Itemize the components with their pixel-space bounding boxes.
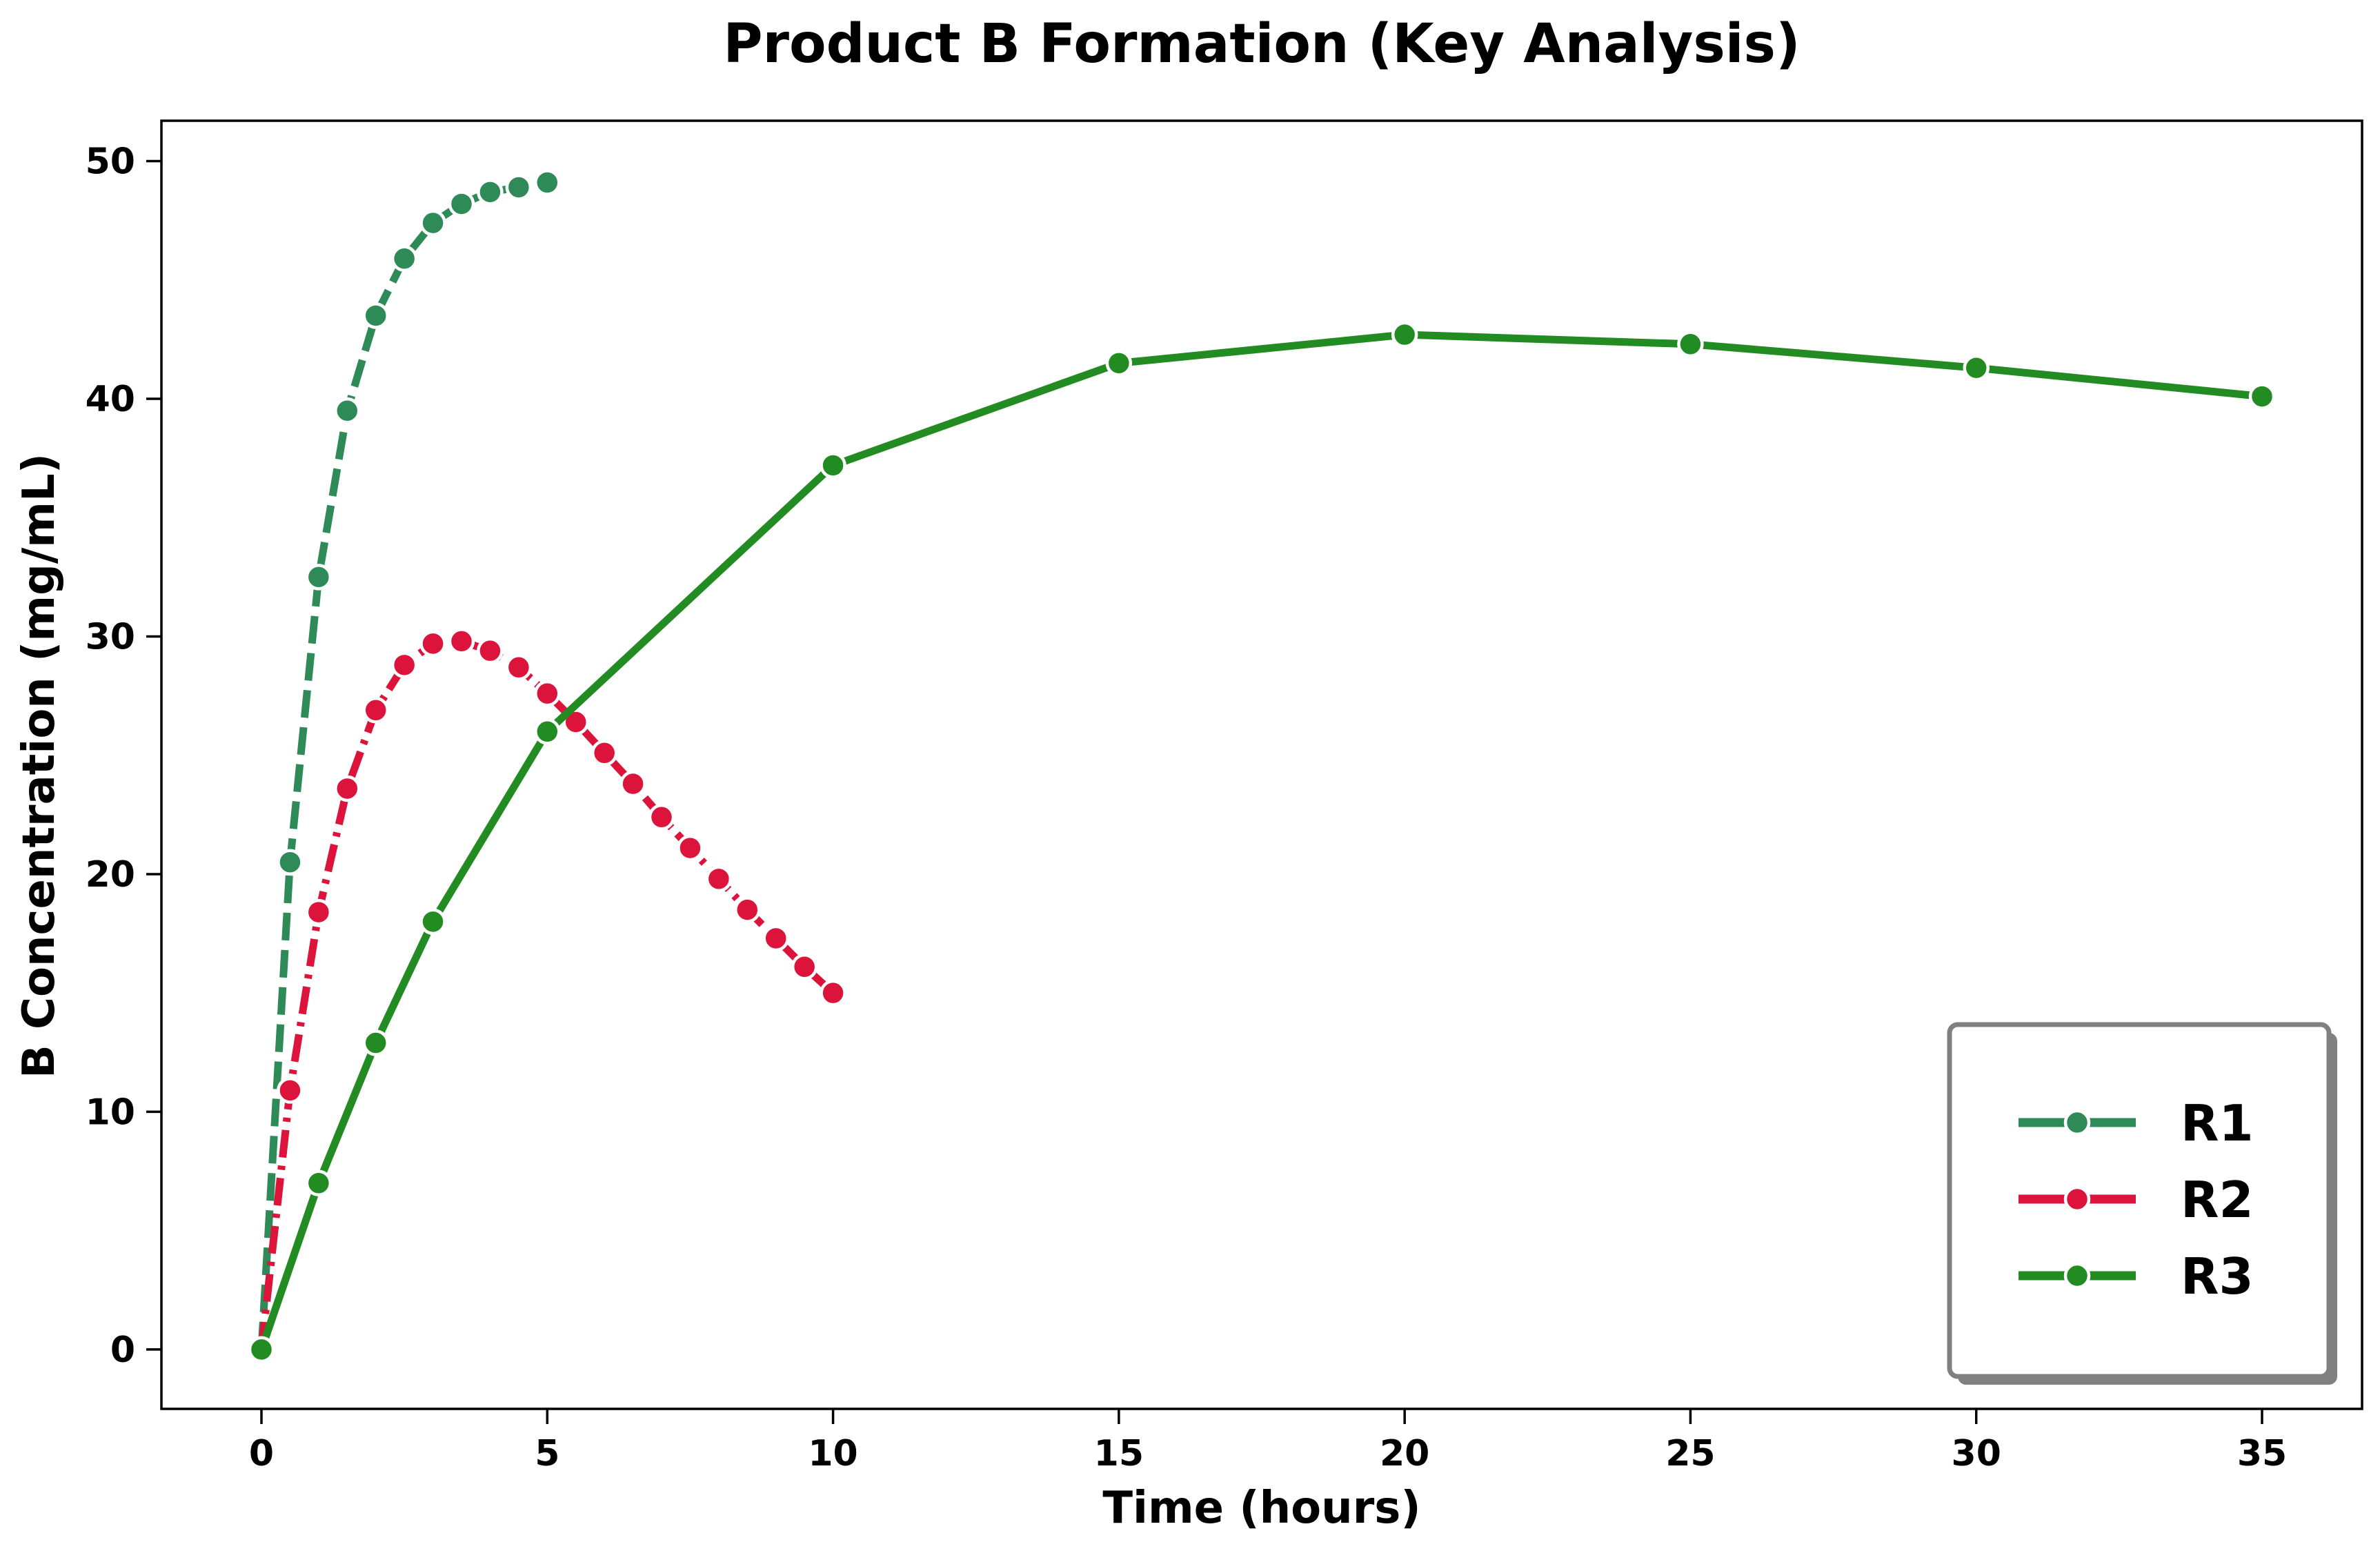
data-point (591, 740, 618, 767)
data-point (277, 1077, 304, 1104)
data-point (820, 979, 846, 1007)
y-tick-label: 0 (110, 1330, 135, 1371)
legend-box (1947, 1022, 2332, 1379)
data-point (305, 898, 333, 926)
data-point (477, 637, 504, 664)
data-point (362, 302, 389, 329)
x-axis: 0 5 10 15 20 25 30 35 (249, 1409, 2287, 1474)
data-point (448, 190, 475, 217)
data-point (534, 718, 561, 745)
y-tick-label: 10 (86, 1091, 135, 1133)
legend-entries: R1 R2 R3 (2019, 1094, 2254, 1305)
x-tick-label: 10 (808, 1433, 857, 1474)
y-tick-label: 20 (86, 854, 135, 896)
data-point (2248, 383, 2276, 410)
legend-swatch-marker (2063, 1109, 2091, 1136)
data-point (334, 397, 361, 424)
data-point (477, 179, 504, 206)
data-point (419, 630, 446, 658)
plot-area (160, 119, 2363, 1410)
x-tick-label: 20 (1380, 1433, 1429, 1474)
data-point (505, 174, 533, 201)
legend-label: R2 (2181, 1171, 2254, 1229)
legend-entry-r3: R3 (2019, 1247, 2254, 1305)
data-point (1963, 354, 1990, 382)
data-point (505, 654, 533, 681)
legend: R1 R2 R3 (1947, 1022, 2337, 1385)
data-point (248, 1336, 275, 1363)
plot-frame (160, 119, 2363, 1410)
x-axis-label: Time (hours) (1102, 1483, 1420, 1534)
chart-title: Product B Formation (Key Analysis) (723, 13, 1800, 75)
x-tick-label: 35 (2237, 1433, 2287, 1474)
data-point (734, 896, 761, 923)
data-point (534, 680, 561, 707)
x-tick-label: 15 (1094, 1433, 1144, 1474)
data-point (619, 770, 646, 798)
data-point (277, 849, 304, 876)
data-point (334, 775, 361, 802)
data-point (390, 245, 418, 273)
series-layer (248, 169, 2276, 1363)
x-tick-label: 5 (535, 1433, 559, 1474)
data-point (677, 834, 704, 862)
data-point (448, 628, 475, 655)
y-tick-label: 40 (86, 379, 135, 420)
data-point (534, 169, 561, 196)
data-point (648, 804, 675, 831)
series-r1 (248, 169, 561, 1363)
data-point (362, 697, 389, 724)
legend-swatch-marker (2063, 1185, 2091, 1213)
legend-entry-r1: R1 (2019, 1094, 2254, 1152)
data-point (1105, 350, 1133, 377)
data-point (762, 925, 789, 952)
data-point (390, 651, 418, 679)
legend-swatch-marker (2063, 1262, 2091, 1290)
data-point (1677, 330, 1704, 358)
data-point (305, 1169, 333, 1197)
data-point (820, 452, 846, 479)
x-tick-label: 30 (1952, 1433, 2001, 1474)
y-tick-label: 30 (86, 616, 135, 658)
data-point (1391, 321, 1418, 348)
y-axis-label: B Concentration (mg/mL) (14, 453, 65, 1078)
data-point (419, 908, 446, 936)
data-point (791, 954, 818, 980)
data-point (362, 1029, 389, 1056)
x-tick-label: 25 (1665, 1433, 1715, 1474)
y-tick-label: 50 (86, 141, 135, 183)
legend-label: R3 (2181, 1247, 2254, 1305)
legend-label: R1 (2181, 1094, 2254, 1152)
data-point (419, 209, 446, 237)
x-tick-label: 0 (249, 1433, 274, 1474)
data-point (305, 564, 333, 591)
legend-entry-r2: R2 (2019, 1171, 2254, 1229)
data-point (562, 709, 589, 735)
data-point (705, 865, 733, 893)
series-r3 (248, 321, 2276, 1363)
y-axis: 0 10 20 30 40 50 (86, 141, 161, 1371)
